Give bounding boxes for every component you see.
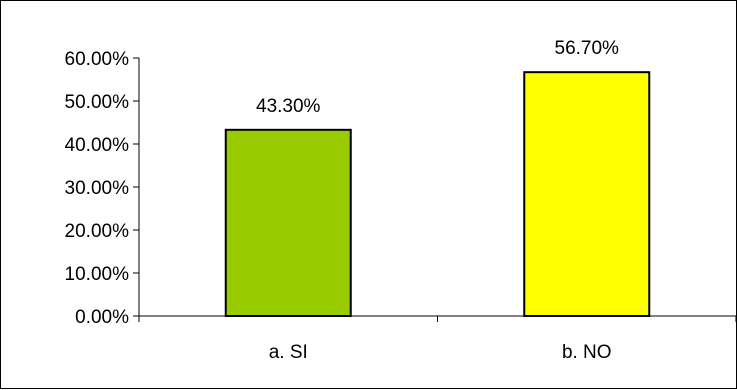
y-tick-label: 0.00% [75, 307, 129, 328]
x-category-label: a. SI [269, 342, 308, 363]
bar-si [224, 128, 352, 317]
plot-area: 0.00% 10.00% 20.00% 30.00% 40.00% 50.00% 60.00… [65, 38, 737, 363]
y-tick-label: 20.00% [65, 221, 130, 242]
y-tick-label: 40.00% [65, 135, 130, 156]
bar-no [523, 71, 651, 317]
data-label: 56.70% [555, 38, 620, 59]
y-tick-label: 60.00% [65, 49, 130, 70]
data-label: 43.30% [256, 96, 321, 117]
x-category-label: b. NO [562, 342, 612, 363]
y-tick-label: 50.00% [65, 92, 130, 113]
y-tick-label: 10.00% [65, 264, 130, 285]
y-tick-label: 30.00% [65, 178, 130, 199]
